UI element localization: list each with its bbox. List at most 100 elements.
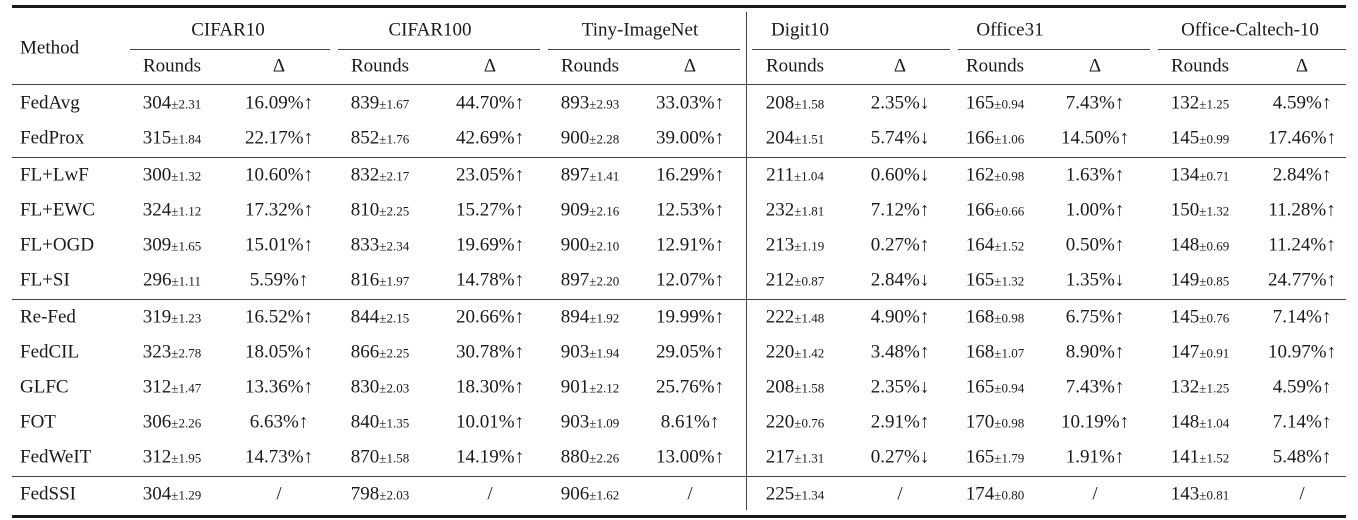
dataset-underline [130, 49, 330, 51]
rounds-value: 832 [350, 164, 380, 186]
header-rule [12, 84, 1346, 86]
std-dev: ±1.41 [589, 168, 620, 184]
rounds-value: 165 [965, 92, 995, 114]
rounds-value: 147 [1170, 341, 1200, 363]
delta-value: 4.59%↑ [1272, 376, 1332, 398]
delta-value: 44.70%↑ [455, 92, 525, 114]
delta-value: 2.84%↓ [870, 269, 930, 291]
std-dev: ±2.78 [171, 345, 202, 361]
std-dev: ±2.20 [589, 273, 620, 289]
delta-value: 14.50%↑ [1060, 127, 1130, 149]
delta-cell: 3.48%↑ [871, 343, 930, 362]
delta-cell: 5.48%↑ [1273, 448, 1332, 467]
delta-cell: 16.29%↑ [656, 166, 724, 185]
std-dev: ±2.28 [589, 131, 620, 147]
std-dev: ±0.94 [994, 380, 1025, 396]
delta-cell: 10.19%↑ [1061, 413, 1129, 432]
delta-value: 1.00%↑ [1065, 199, 1125, 221]
delta-cell: 22.17%↑ [245, 129, 313, 148]
delta-value: / [687, 483, 693, 505]
rounds-value: 217 [765, 446, 795, 468]
rounds-value: 212 [765, 269, 795, 291]
rounds-cell: 232±1.81 [766, 201, 824, 220]
rounds-value: 145 [1170, 306, 1200, 328]
std-dev: ±2.34 [379, 238, 410, 254]
std-dev: ±1.97 [379, 273, 410, 289]
rounds-cell: 217±1.31 [766, 448, 824, 467]
std-dev: ±1.25 [1199, 380, 1230, 396]
std-dev: ±0.98 [994, 415, 1025, 431]
dataset-header: Digit10 [770, 19, 830, 41]
method-name: FedProx [20, 127, 85, 149]
rounds-value: 164 [965, 234, 995, 256]
rounds-value: 304 [142, 483, 172, 505]
method-name: FedAvg [20, 92, 80, 114]
rounds-cell: 166±1.06 [966, 129, 1024, 148]
delta-cell: 16.52%↑ [245, 308, 313, 327]
rounds-subheader: Rounds [1170, 55, 1230, 77]
rounds-value: 150 [1170, 199, 1200, 221]
delta-cell: 10.97%↑ [1268, 343, 1336, 362]
rounds-cell: 844±2.15 [351, 308, 409, 327]
rounds-value: 306 [142, 411, 172, 433]
delta-value: 13.00%↑ [655, 446, 725, 468]
delta-value: 29.05%↑ [655, 341, 725, 363]
rounds-value: 903 [560, 341, 590, 363]
rounds-cell: 798±2.03 [351, 485, 409, 504]
delta-value: 8.90%↑ [1065, 341, 1125, 363]
delta-cell: 2.35%↓ [871, 378, 930, 397]
delta-cell: 6.63%↑ [250, 413, 309, 432]
std-dev: ±1.35 [379, 415, 410, 431]
rounds-value: 866 [350, 341, 380, 363]
method-name: FL+EWC [20, 199, 96, 221]
method-name: GLFC [20, 376, 69, 398]
std-dev: ±1.04 [1199, 415, 1230, 431]
delta-cell: 2.35%↓ [871, 94, 930, 113]
rounds-value: 132 [1170, 376, 1200, 398]
std-dev: ±0.85 [1199, 273, 1230, 289]
rounds-cell: 894±1.92 [561, 308, 619, 327]
rounds-value: 312 [142, 446, 172, 468]
std-dev: ±1.19 [794, 238, 825, 254]
rounds-cell: 145±0.99 [1171, 129, 1229, 148]
rounds-cell: 212±0.87 [766, 271, 824, 290]
column-separator [746, 12, 748, 510]
std-dev: ±0.94 [994, 96, 1025, 112]
rounds-cell: 132±1.25 [1171, 94, 1229, 113]
std-dev: ±1.58 [794, 380, 825, 396]
std-dev: ±1.67 [379, 96, 410, 112]
rounds-cell: 165±0.94 [966, 378, 1024, 397]
delta-cell: 0.50%↑ [1066, 236, 1125, 255]
rounds-cell: 900±2.28 [561, 129, 619, 148]
std-dev: ±1.34 [794, 487, 825, 503]
delta-value: 30.78%↑ [455, 341, 525, 363]
std-dev: ±2.03 [379, 380, 410, 396]
rounds-cell: 901±2.12 [561, 378, 619, 397]
delta-cell: 15.27%↑ [456, 201, 524, 220]
rounds-value: 816 [350, 269, 380, 291]
delta-value: 33.03%↑ [655, 92, 725, 114]
std-dev: ±1.12 [171, 203, 202, 219]
rounds-cell: 148±1.04 [1171, 413, 1229, 432]
delta-cell: / [276, 485, 281, 504]
std-dev: ±1.58 [379, 450, 410, 466]
rounds-cell: 174±0.80 [966, 485, 1024, 504]
delta-value: / [1092, 483, 1098, 505]
rounds-value: 134 [1170, 164, 1200, 186]
rounds-value: 174 [965, 483, 995, 505]
method-name: FedCIL [20, 341, 80, 363]
delta-value: 7.14%↑ [1272, 411, 1332, 433]
rounds-cell: 148±0.69 [1171, 236, 1229, 255]
std-dev: ±1.47 [171, 380, 202, 396]
rounds-value: 232 [765, 199, 795, 221]
rounds-value: 830 [350, 376, 380, 398]
rounds-value: 900 [560, 127, 590, 149]
method-name: FL+SI [20, 269, 70, 291]
delta-cell: 0.27%↓ [871, 448, 930, 467]
rounds-value: 170 [965, 411, 995, 433]
dataset-header: Tiny-ImageNet [581, 19, 699, 41]
rounds-value: 300 [142, 164, 172, 186]
std-dev: ±1.92 [589, 310, 620, 326]
rounds-cell: 870±1.58 [351, 448, 409, 467]
std-dev: ±1.32 [171, 168, 202, 184]
